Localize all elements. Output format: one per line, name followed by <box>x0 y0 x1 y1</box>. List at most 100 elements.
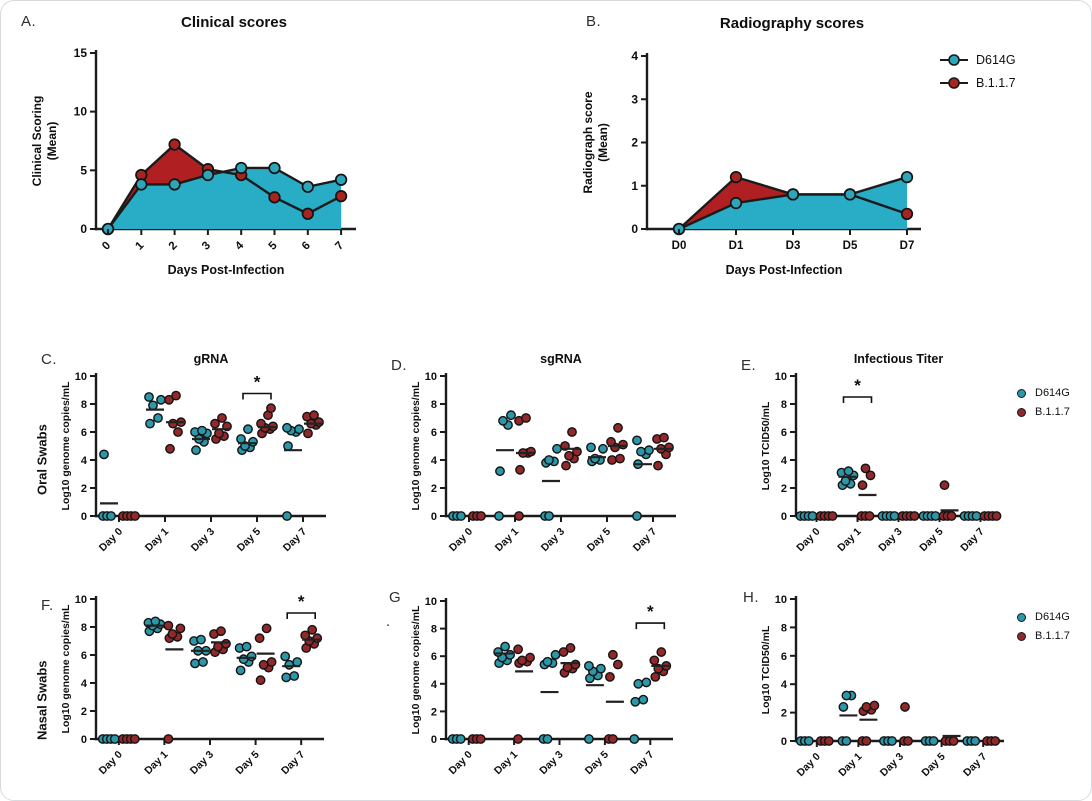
svg-text:Day 1: Day 1 <box>835 526 863 554</box>
svg-text:Radiography scores: Radiography scores <box>720 15 864 32</box>
svg-text:1: 1 <box>133 239 146 252</box>
svg-text:Log10 genome copies/mL: Log10 genome copies/mL <box>60 381 72 511</box>
svg-text:2: 2 <box>81 706 87 718</box>
legend-middle: D614G B.1.1.7 <box>1017 387 1070 425</box>
svg-text:Log10 genome copies/mL: Log10 genome copies/mL <box>410 605 422 735</box>
svg-text:Day 1: Day 1 <box>836 751 864 779</box>
svg-text:*: * <box>298 592 305 611</box>
d614g-marker-icon <box>1017 388 1026 398</box>
svg-text:1: 1 <box>631 179 638 193</box>
svg-text:8: 8 <box>781 399 787 411</box>
svg-text:10: 10 <box>75 371 87 383</box>
svg-text:D7: D7 <box>900 240 915 252</box>
svg-text:6: 6 <box>431 651 437 663</box>
panel-g-letter: G <box>389 589 402 606</box>
legend-label: B.1.1.7 <box>1035 630 1070 642</box>
svg-text:sgRNA: sgRNA <box>540 352 582 366</box>
svg-text:8: 8 <box>431 624 437 636</box>
panel-b-radiography-scores-chart: 0 1 2 3 4 Radiography scores D0 D1 D3 D5 D7 Days Po… <box>581 15 921 277</box>
svg-text:D1: D1 <box>729 240 744 252</box>
legend-label: B.1.1.7 <box>976 76 1016 90</box>
svg-text:2: 2 <box>431 706 437 718</box>
svg-text:Day 7: Day 7 <box>279 749 307 777</box>
svg-text:Day 5: Day 5 <box>585 526 613 554</box>
panel-a-letter: A. <box>21 13 37 30</box>
panel-a-clinical-scores-chart: 0 5 10 15 Clinical scores 0 1 2 3 4 5 6 7 Days Post-I… <box>30 14 356 277</box>
svg-text:10: 10 <box>425 371 437 383</box>
svg-text:5: 5 <box>80 163 87 177</box>
legend-item-d614g: D614G <box>1017 387 1070 399</box>
svg-text:2: 2 <box>431 483 437 495</box>
svg-text:6: 6 <box>431 427 437 439</box>
svg-text:Log10 TCID50/mL: Log10 TCID50/mL <box>760 401 772 490</box>
svg-text:6: 6 <box>81 650 87 662</box>
svg-text:D0: D0 <box>672 240 687 252</box>
svg-text:10: 10 <box>775 371 787 383</box>
svg-text:10: 10 <box>775 594 787 606</box>
svg-text:Day 5: Day 5 <box>233 749 261 777</box>
legend-item-b117: B.1.1.7 <box>1017 406 1070 418</box>
svg-text:Day 1: Day 1 <box>143 526 171 554</box>
svg-text:Log10 TCID50/mL: Log10 TCID50/mL <box>760 625 772 714</box>
svg-text:10: 10 <box>75 594 87 606</box>
svg-text:6: 6 <box>781 651 787 663</box>
svg-text:Day 1: Day 1 <box>493 526 521 554</box>
svg-text:0: 0 <box>81 734 87 746</box>
svg-text:Day 7: Day 7 <box>628 749 656 777</box>
panel-c-letter: C. <box>41 351 57 368</box>
svg-text:Day 0: Day 0 <box>447 749 475 777</box>
svg-text:2: 2 <box>81 483 87 495</box>
legend-item-b117: B.1.1.7 <box>939 76 1016 90</box>
svg-text:6: 6 <box>300 240 313 253</box>
svg-text:3: 3 <box>631 92 638 106</box>
svg-text:Day 5: Day 5 <box>917 526 945 554</box>
svg-text:4: 4 <box>81 455 88 467</box>
svg-text:(Mean): (Mean) <box>596 123 610 162</box>
svg-text:Radiograph score: Radiograph score <box>581 91 595 193</box>
legend-item-d614g: D614G <box>1017 611 1070 623</box>
svg-text:Day 0: Day 0 <box>97 526 125 554</box>
svg-text:0: 0 <box>100 240 113 253</box>
svg-text:4: 4 <box>431 455 438 467</box>
svg-text:0: 0 <box>781 511 787 523</box>
svg-text:8: 8 <box>81 399 87 411</box>
d614g-line-marker-icon <box>940 54 968 66</box>
legend-label: D614G <box>976 53 1016 67</box>
svg-text:Day 3: Day 3 <box>537 749 565 777</box>
svg-text:gRNA: gRNA <box>194 352 229 366</box>
svg-text:Day 5: Day 5 <box>919 751 947 779</box>
svg-text:0: 0 <box>80 222 87 236</box>
svg-text:Infectious Titer: Infectious Titer <box>854 352 944 366</box>
svg-text:Day 7: Day 7 <box>958 526 986 554</box>
svg-text:2: 2 <box>167 240 180 253</box>
svg-text:Day 3: Day 3 <box>188 749 216 777</box>
svg-text:Clinical Scoring: Clinical Scoring <box>30 96 44 187</box>
legend-label: D614G <box>1035 611 1070 623</box>
svg-text:Clinical scores: Clinical scores <box>181 14 287 31</box>
svg-text:4: 4 <box>781 679 788 691</box>
b117-marker-icon <box>1017 631 1026 641</box>
svg-text:5: 5 <box>267 239 280 252</box>
legend-label: B.1.1.7 <box>1035 406 1070 418</box>
panel-b-letter: B. <box>586 13 602 30</box>
legend-label: D614G <box>1035 387 1070 399</box>
d614g-marker-icon <box>1017 612 1026 622</box>
svg-text:Day 0: Day 0 <box>794 526 822 554</box>
svg-text:Day 0: Day 0 <box>447 526 475 554</box>
svg-text:2: 2 <box>631 136 638 150</box>
b117-marker-icon <box>1017 407 1026 417</box>
svg-text:*: * <box>647 602 654 621</box>
svg-text:Day 3: Day 3 <box>876 526 904 554</box>
svg-text:4: 4 <box>431 679 438 691</box>
svg-text:D3: D3 <box>786 240 801 252</box>
svg-text:Day 7: Day 7 <box>281 526 309 554</box>
svg-text:0: 0 <box>631 222 638 236</box>
svg-text:Day 5: Day 5 <box>235 526 263 554</box>
svg-text:6: 6 <box>81 427 87 439</box>
svg-text:Day 3: Day 3 <box>539 526 567 554</box>
svg-text:Day 0: Day 0 <box>795 751 823 779</box>
svg-text:Day 3: Day 3 <box>878 751 906 779</box>
panel-e-letter: E. <box>741 357 757 374</box>
panel-h-letter: H. <box>743 589 759 606</box>
